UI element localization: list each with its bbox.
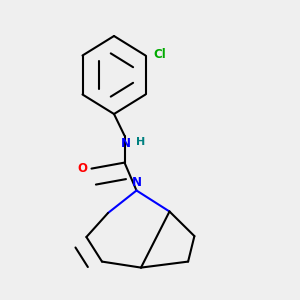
Text: O: O	[77, 162, 87, 175]
Text: H: H	[136, 137, 145, 147]
Text: N: N	[121, 137, 131, 150]
Text: Cl: Cl	[153, 47, 166, 61]
Text: N: N	[131, 176, 142, 189]
